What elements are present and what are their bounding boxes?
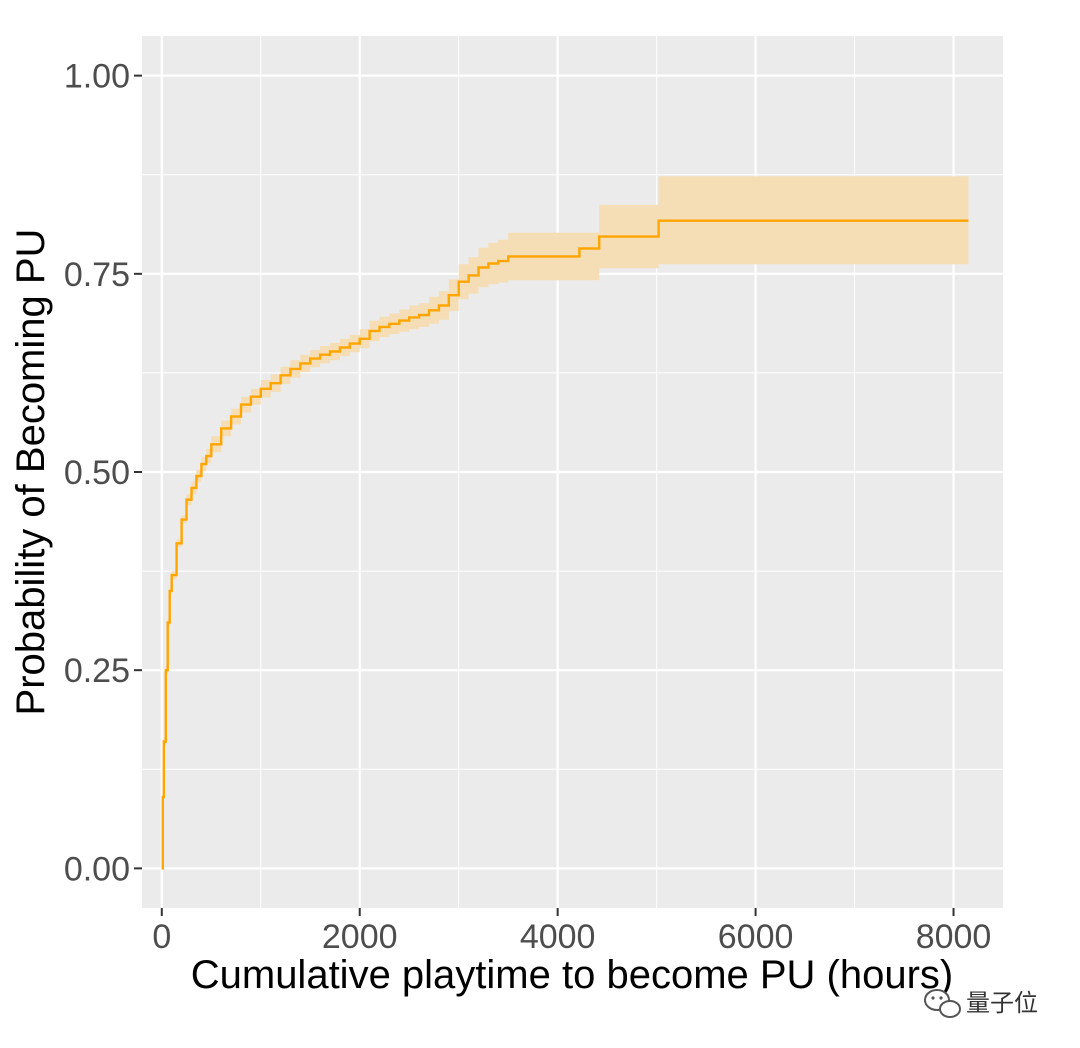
wechat-icon (924, 989, 961, 1018)
x-axis-ticks: 0 2000 4000 6000 8000 (152, 908, 991, 956)
y-tick-label: 1.00 (64, 58, 130, 96)
x-tick-label: 0 (152, 918, 171, 956)
y-tick-label: 0.75 (64, 256, 130, 294)
grid-major (142, 36, 1003, 908)
y-axis-ticks: 0.00 0.25 0.50 0.75 1.00 (64, 58, 142, 888)
y-tick-label: 0.25 (64, 652, 130, 690)
x-axis-title: Cumulative playtime to become PU (hours) (191, 953, 954, 997)
watermark: 量子位 (924, 989, 1038, 1018)
confidence-band (161, 176, 969, 869)
y-tick-label: 0.50 (64, 454, 130, 492)
x-tick-label: 8000 (916, 918, 992, 956)
confidence-band-layer (161, 176, 969, 869)
series-line-layer (161, 219, 969, 870)
x-tick-label: 4000 (520, 918, 596, 956)
y-axis-title: Probability of Becoming PU (9, 229, 53, 716)
x-tick-label: 2000 (322, 918, 398, 956)
watermark-text: 量子位 (966, 989, 1038, 1017)
x-tick-label: 6000 (718, 918, 794, 956)
series-line (161, 219, 969, 870)
y-tick-label: 0.00 (64, 850, 130, 888)
